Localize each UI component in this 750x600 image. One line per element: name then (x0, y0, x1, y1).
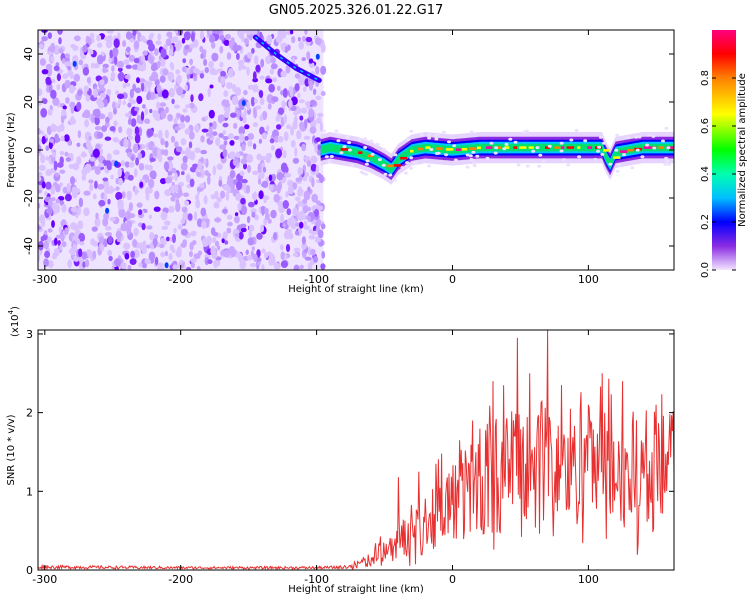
colorbar-tick-label: 0.0 (700, 262, 711, 278)
snr-plot-area (38, 330, 674, 570)
snr-y-tick-label: 3 (26, 328, 33, 341)
figure-title: GN05.2025.326.01.22.G17 (269, 3, 444, 18)
snr-y-label: SNR (10 * v/v) (6, 414, 17, 485)
snr-x-tick-label: 100 (578, 573, 599, 586)
spectrogram-x-tick-label: 100 (578, 273, 599, 286)
snr-panel: -300 -200 -100 0 100 0 1 2 3 Height of straight… (6, 306, 675, 595)
colorbar-tick-label: 0.2 (700, 214, 711, 230)
colorbar-tick-label: 0.8 (700, 70, 711, 86)
spectrogram-y-tick-label: 0 (22, 147, 35, 154)
snr-scale-label: (x104) (7, 306, 21, 337)
snr-y-tick-label: 2 (26, 407, 33, 420)
svg-text:(x104): (x104) (7, 306, 21, 337)
colorbar-tick-label: 0.4 (700, 166, 711, 182)
snr-x-tick-label: -200 (168, 573, 193, 586)
spectrogram-plot-area (38, 30, 674, 270)
spectrogram-noise-field (38, 30, 327, 270)
snr-scale-exp: 4 (7, 309, 15, 314)
spectrogram-y-tick-label: 40 (22, 47, 35, 61)
spectrogram-y-tick-label: -40 (22, 237, 35, 255)
snr-x-tick-label: 0 (449, 573, 456, 586)
colorbar-label: Normalized spectral amplitude (737, 73, 748, 227)
colorbar-gradient (712, 30, 736, 270)
spectrogram-y-tick-label: -20 (22, 189, 35, 207)
snr-series-line (38, 330, 674, 570)
spectrogram-ridge (320, 126, 674, 185)
snr-y-axis: 0 1 2 3 (26, 328, 674, 577)
snr-y-tick-label: 1 (26, 485, 33, 498)
snr-scale-base: (x10 (10, 314, 21, 337)
spectrogram-x-tick-label: -200 (168, 273, 193, 286)
snr-x-label: Height of straight line (km) (288, 584, 424, 595)
colorbar-tick-label: 0.6 (700, 118, 711, 134)
snr-x-axis: -300 -200 -100 0 100 (32, 330, 599, 586)
spectrogram-y-tick-label: 20 (22, 95, 35, 109)
colorbar: 0.0 0.2 0.4 0.6 0.8 Normalized spectral ampl… (700, 30, 748, 278)
snr-x-tick-label: -100 (304, 573, 329, 586)
spectrogram-x-tick-label: 0 (449, 273, 456, 286)
spectrogram-x-axis: -300 -200 -100 0 100 (32, 30, 599, 286)
spectrogram-x-label: Height of straight line (km) (288, 284, 424, 295)
snr-x-tick-label: -300 (32, 573, 57, 586)
spectrogram-y-label: Frequency (Hz) (6, 112, 17, 188)
spectrogram-y-axis: -40 -20 0 20 40 (22, 47, 674, 255)
snr-frame (37, 329, 675, 571)
spectrogram-x-tick-label: -100 (304, 273, 329, 286)
snr-y-tick-label: 0 (26, 564, 33, 577)
spectrogram-x-tick-label: -300 (32, 273, 57, 286)
colorbar-ticks: 0.0 0.2 0.4 0.6 0.8 (700, 70, 736, 278)
